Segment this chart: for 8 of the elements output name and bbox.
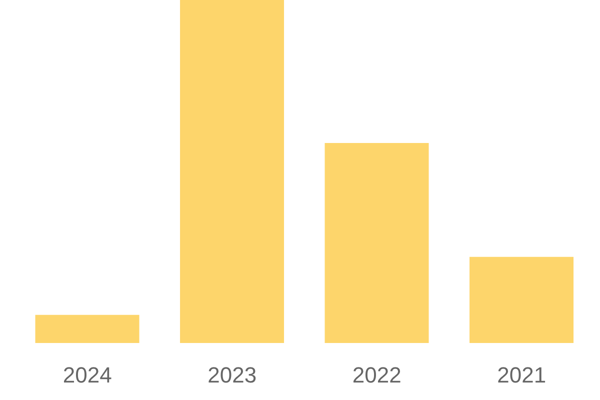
x-tick-label: 2024 <box>62 362 112 388</box>
x-tick-label: 2023 <box>208 362 257 388</box>
bar <box>180 0 284 343</box>
bar <box>470 256 574 343</box>
x-tick-label: 2022 <box>352 362 402 388</box>
bar <box>324 143 429 343</box>
x-tick-label: 2021 <box>497 362 546 388</box>
bar <box>35 314 140 343</box>
